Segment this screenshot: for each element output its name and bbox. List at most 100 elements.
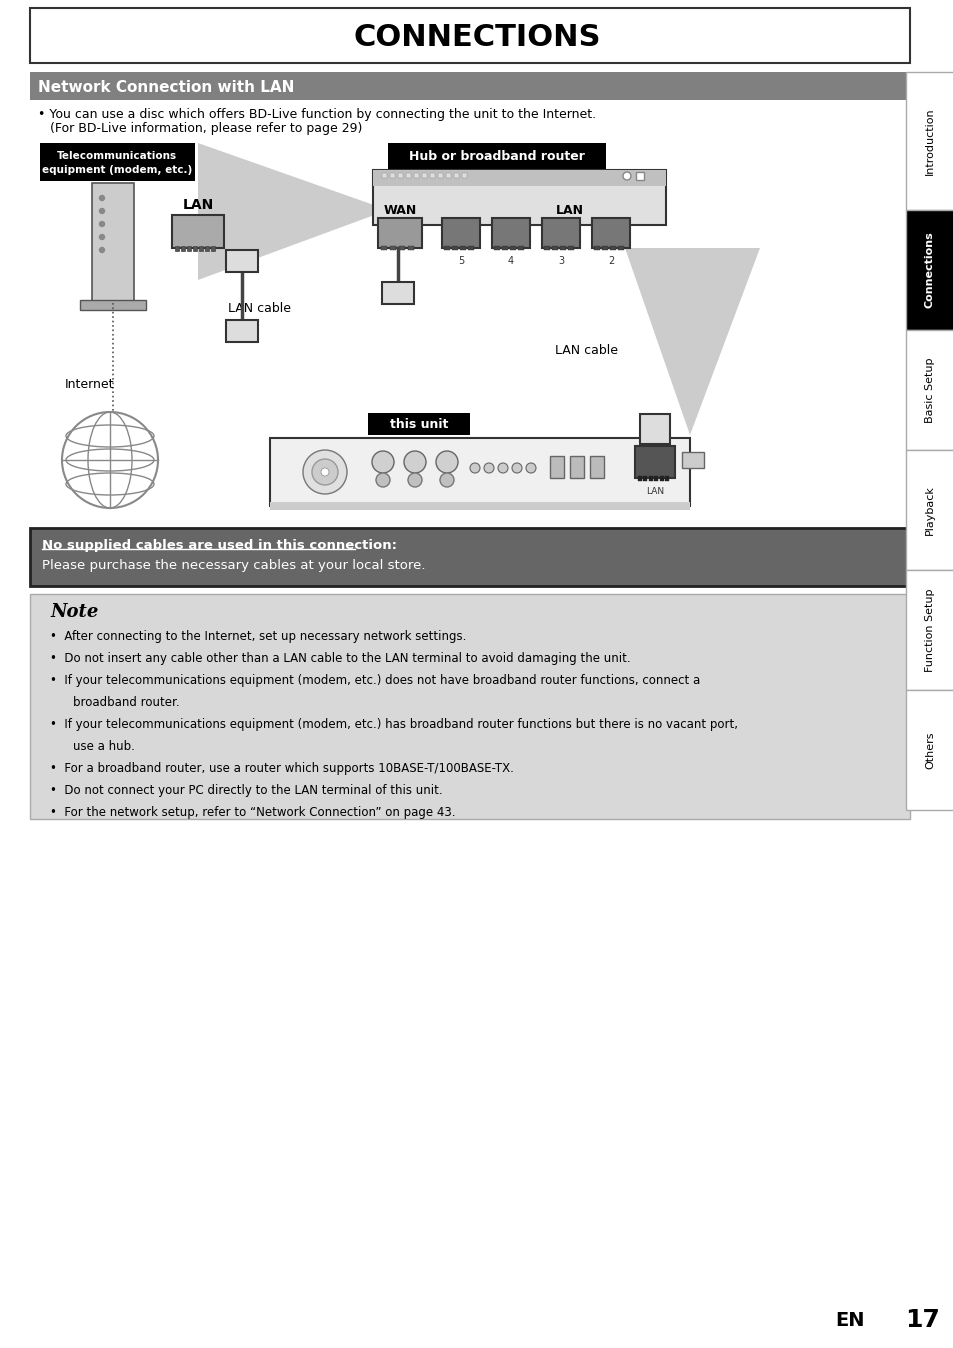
Circle shape [99, 248, 105, 252]
Bar [441, 218, 479, 248]
Bar [414, 173, 418, 178]
Circle shape [403, 452, 426, 473]
Bar [226, 249, 257, 272]
Bar [421, 173, 427, 178]
Circle shape [99, 235, 105, 240]
Text: broadband router.: broadband router. [58, 696, 179, 709]
Text: LAN: LAN [182, 198, 213, 212]
Circle shape [320, 468, 329, 476]
Text: 5: 5 [457, 256, 464, 266]
Bar [665, 476, 669, 481]
Bar [181, 245, 185, 251]
Text: Playback: Playback [924, 485, 934, 535]
Bar [681, 452, 703, 468]
Text: 4: 4 [507, 256, 514, 266]
Circle shape [312, 460, 337, 485]
Bar [459, 245, 465, 249]
Bar [398, 245, 405, 249]
Text: Network Connection with LAN: Network Connection with LAN [38, 80, 294, 94]
Bar [30, 594, 909, 820]
Bar [543, 245, 550, 249]
Bar [199, 245, 203, 251]
Bar [91, 183, 133, 303]
Bar [226, 319, 257, 342]
Text: Hub or broadband router: Hub or broadband router [409, 151, 584, 163]
Bar [373, 170, 665, 225]
Bar [594, 245, 599, 249]
Bar [559, 245, 565, 249]
Bar [380, 245, 387, 249]
Bar [270, 501, 689, 510]
Text: Internet: Internet [65, 379, 114, 391]
Bar [639, 414, 669, 443]
Bar [80, 301, 146, 310]
Bar [368, 412, 470, 435]
Text: use a hub.: use a hub. [58, 740, 134, 754]
Bar [567, 245, 574, 249]
Bar [174, 245, 179, 251]
Text: Function Setup: Function Setup [924, 588, 934, 671]
Bar [270, 438, 689, 506]
Circle shape [408, 473, 421, 487]
Text: •  If your telecommunications equipment (modem, etc.) does not have broadband ro: • If your telecommunications equipment (… [50, 674, 700, 687]
Text: 3: 3 [558, 256, 563, 266]
Circle shape [470, 462, 479, 473]
Bar [446, 173, 451, 178]
Text: LAN: LAN [556, 204, 583, 217]
Bar [30, 528, 909, 586]
Bar [550, 456, 563, 479]
Bar [437, 173, 442, 178]
Text: LAN: LAN [645, 488, 663, 496]
Text: Note: Note [50, 603, 98, 621]
Bar [211, 245, 214, 251]
Bar [501, 245, 507, 249]
Polygon shape [624, 248, 760, 435]
Bar [408, 245, 414, 249]
Bar [468, 245, 474, 249]
Bar [636, 173, 643, 181]
Bar [406, 173, 411, 178]
Bar [601, 245, 607, 249]
Bar [510, 245, 516, 249]
Bar [172, 214, 224, 248]
Bar [430, 173, 435, 178]
Bar [30, 137, 760, 528]
Text: •  After connecting to the Internet, set up necessary network settings.: • After connecting to the Internet, set … [50, 630, 466, 643]
Bar [205, 245, 209, 251]
Bar [905, 71, 953, 210]
Bar [589, 456, 603, 479]
Circle shape [622, 173, 630, 181]
Circle shape [99, 221, 105, 226]
Bar [648, 476, 652, 481]
Text: •  If your telecommunications equipment (modem, etc.) has broadband router funct: • If your telecommunications equipment (… [50, 718, 738, 731]
Text: •  For the network setup, refer to “Network Connection” on page 43.: • For the network setup, refer to “Netwo… [50, 806, 455, 820]
Bar [905, 210, 953, 330]
Text: •  Do not connect your PC directly to the LAN terminal of this unit.: • Do not connect your PC directly to the… [50, 785, 442, 797]
Bar [30, 8, 909, 63]
Text: •  Do not insert any cable other than a LAN cable to the LAN terminal to avoid d: • Do not insert any cable other than a L… [50, 652, 630, 665]
Bar [377, 218, 421, 248]
Bar [654, 476, 658, 481]
Bar [659, 476, 663, 481]
Text: 2: 2 [607, 256, 614, 266]
Text: LAN cable: LAN cable [555, 344, 618, 356]
Text: Introduction: Introduction [924, 108, 934, 175]
Bar [635, 446, 675, 479]
Text: (For BD-Live information, please refer to page 29): (For BD-Live information, please refer t… [38, 123, 362, 135]
Bar [905, 450, 953, 570]
Bar [452, 245, 457, 249]
Text: Please purchase the necessary cables at your local store.: Please purchase the necessary cables at … [42, 559, 425, 573]
Text: EN: EN [835, 1310, 864, 1329]
Bar [541, 218, 579, 248]
Bar [373, 170, 665, 186]
Circle shape [62, 412, 158, 508]
Bar [30, 71, 909, 100]
Bar [618, 245, 623, 249]
Bar [592, 218, 629, 248]
Bar [905, 330, 953, 450]
Circle shape [512, 462, 521, 473]
Bar [638, 476, 641, 481]
Circle shape [497, 462, 507, 473]
Bar [517, 245, 523, 249]
Bar [187, 245, 191, 251]
